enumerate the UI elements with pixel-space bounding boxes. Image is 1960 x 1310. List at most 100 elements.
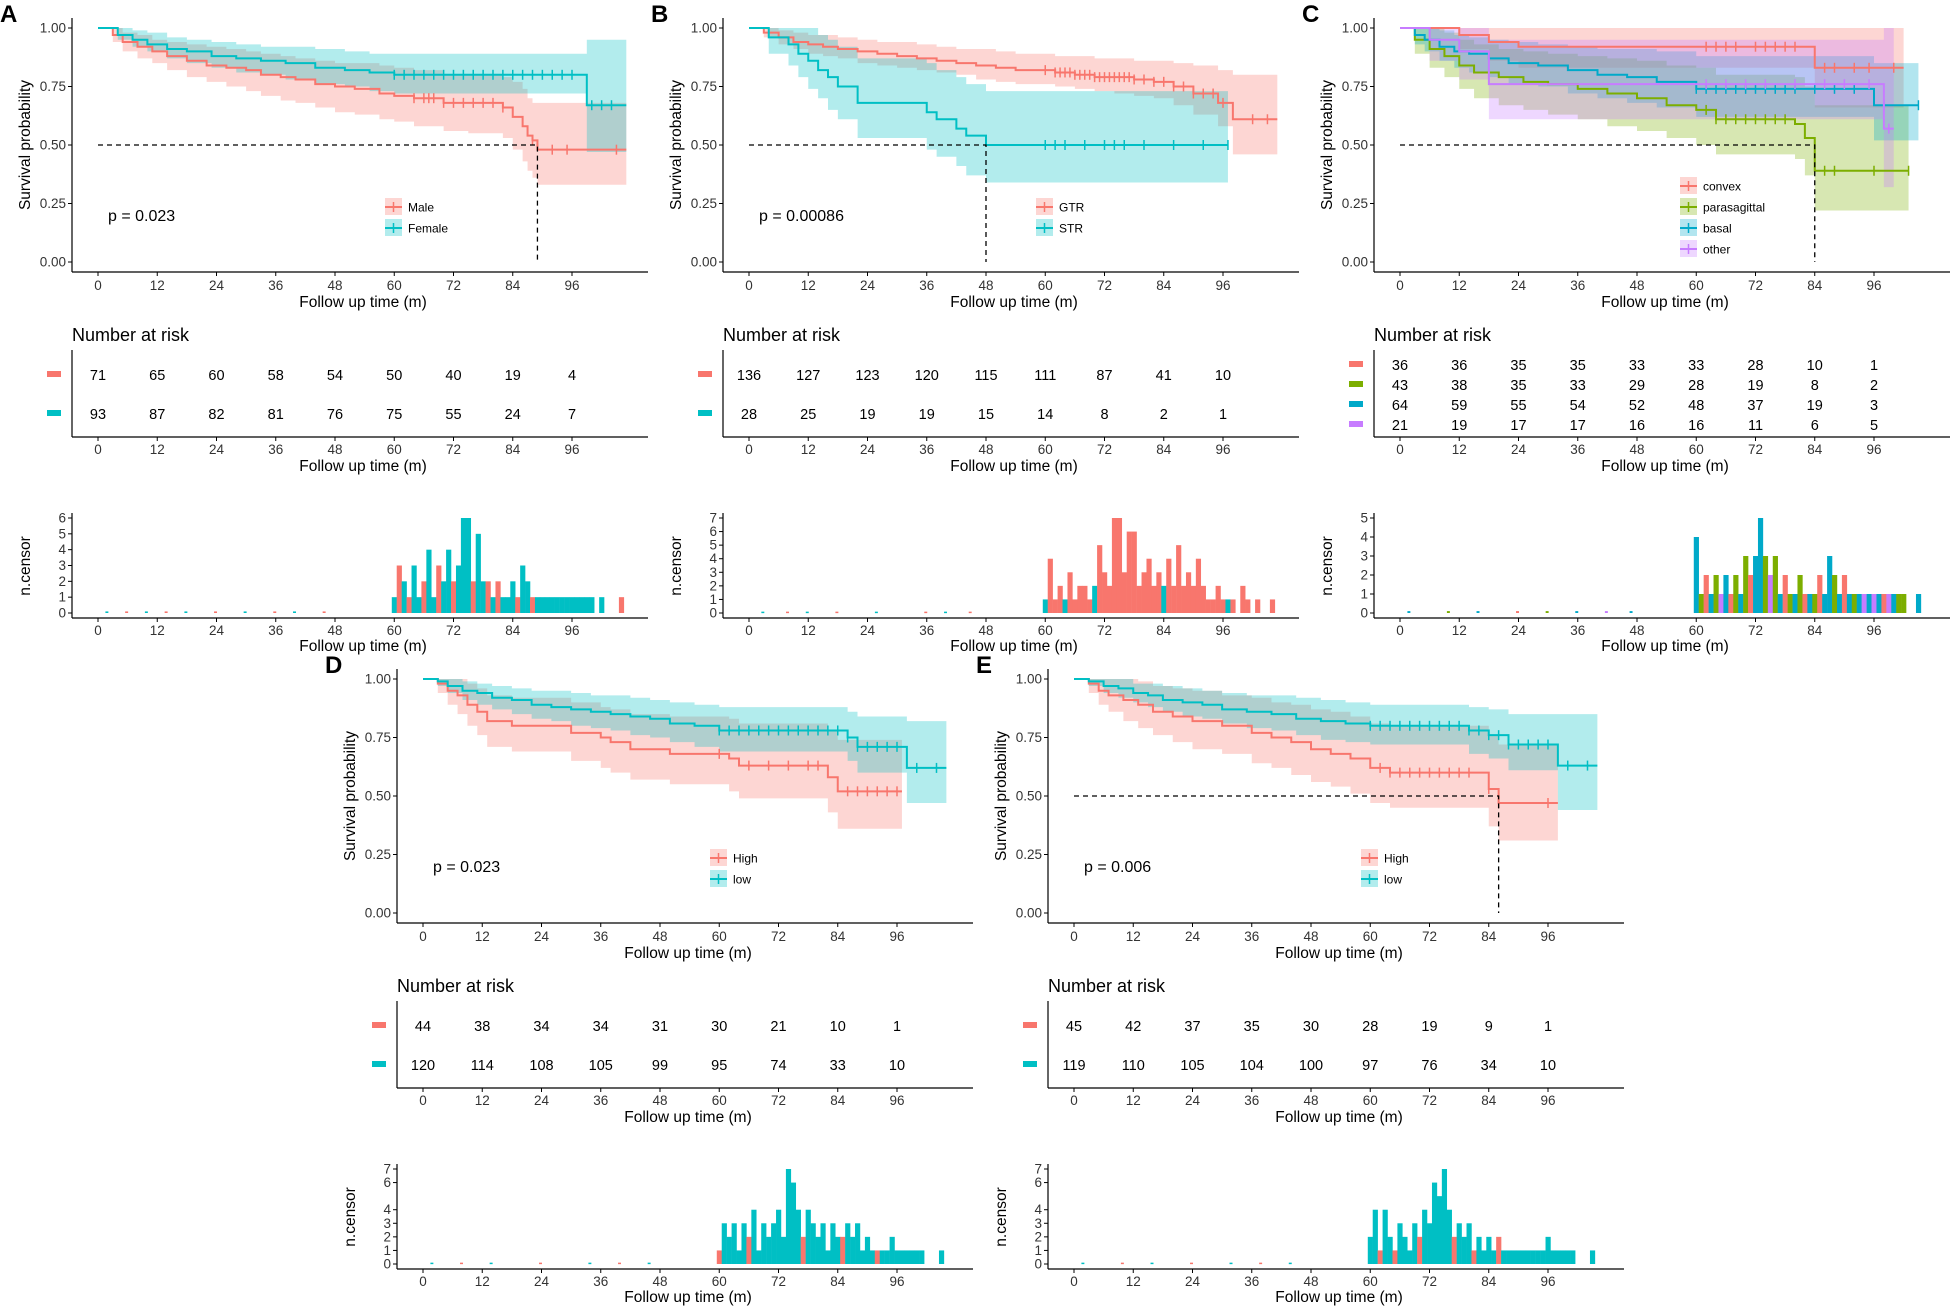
risk-x-tick-label: 48 (1629, 442, 1644, 457)
risk-row-key (372, 1022, 386, 1028)
censor-y-tick-label: 5 (58, 526, 66, 541)
censor-bar (559, 597, 565, 613)
censor-bar (1530, 1250, 1536, 1264)
censor-bar (1067, 572, 1073, 613)
risk-count: 8 (1811, 378, 1819, 394)
censor-bar (1516, 611, 1519, 613)
p-value: p = 0.00086 (759, 208, 844, 225)
censor-bar (924, 611, 928, 614)
y-tick-label: 1.00 (1342, 21, 1368, 36)
censor-bar (505, 597, 511, 613)
censor-bar (1723, 575, 1729, 613)
censor-bar (1240, 585, 1246, 613)
censor-bar (716, 1250, 722, 1264)
risk-row-key (698, 371, 712, 377)
censor-bar (1111, 518, 1118, 613)
censor-bar (909, 1250, 915, 1264)
censor-bar (1121, 572, 1127, 613)
risk-count: 17 (1510, 418, 1526, 434)
censor-bar (810, 1223, 816, 1264)
censor-y-tick-label: 7 (1034, 1162, 1042, 1177)
risk-x-tick-label: 12 (475, 1093, 490, 1108)
risk-count: 45 (1066, 1019, 1082, 1035)
risk-count: 44 (415, 1019, 431, 1035)
survival-plot: 0.00 0.25 0.50 0.75 1.00 0 12 24 36 48 60 72 84 96 Fol… (993, 669, 1624, 962)
censor-bar (1220, 599, 1226, 613)
censor-bar (1230, 599, 1236, 613)
x-tick-label: 72 (446, 278, 461, 293)
censor-bar (761, 1223, 767, 1264)
risk-count: 34 (533, 1019, 549, 1035)
censor-bar (1520, 1250, 1527, 1264)
risk-title: Number at risk (1374, 325, 1492, 345)
censor-bar (584, 597, 590, 613)
risk-row-key (47, 371, 61, 377)
risk-count: 16 (1629, 418, 1645, 434)
censor-bar (525, 581, 531, 613)
x-tick-label: 84 (505, 278, 521, 293)
risk-count: 34 (1481, 1058, 1497, 1074)
risk-x-tick-label: 0 (745, 442, 753, 457)
censor-bar (1836, 594, 1843, 613)
censor-bar (874, 1250, 880, 1264)
risk-x-tick-label: 60 (387, 442, 402, 457)
censor-bar (1604, 611, 1608, 613)
risk-count: 65 (149, 368, 165, 384)
censor-bar (574, 597, 580, 613)
censor-bar (869, 1250, 876, 1264)
censor-y-axis-title: n.censor (17, 536, 34, 595)
risk-count: 29 (1629, 378, 1645, 394)
x-axis-title: Follow up time (m) (299, 294, 426, 311)
censor-bar (1205, 599, 1211, 613)
censor-y-tick-label: 6 (709, 524, 717, 539)
censor-bar (1881, 594, 1887, 613)
risk-count: 19 (859, 407, 875, 423)
x-tick-label: 36 (1570, 278, 1585, 293)
censor-bar (1422, 1209, 1428, 1264)
y-tick-label: 0.50 (365, 789, 391, 804)
censor-bar (899, 1250, 905, 1264)
risk-count: 1 (893, 1019, 901, 1035)
censor-bar (874, 611, 878, 614)
censor-bar (534, 597, 541, 613)
censor-bar (825, 1250, 831, 1264)
ci-band-str (749, 28, 1228, 183)
censor-x-tick-label: 84 (1481, 1274, 1497, 1289)
legend-label: low (1384, 873, 1402, 887)
risk-title: Number at risk (72, 325, 190, 345)
censor-bar (1382, 1209, 1388, 1264)
censor-bar (490, 597, 496, 613)
risk-x-tick-label: 24 (534, 1093, 550, 1108)
censor-bar (1876, 594, 1882, 613)
risk-row-key (1349, 381, 1363, 387)
censor-bar (1851, 594, 1857, 613)
censor-bar (1166, 558, 1172, 613)
censor-bar (1496, 1236, 1502, 1264)
panel-letter: A (0, 1, 17, 28)
censor-bar (164, 611, 168, 613)
censor-bar (835, 611, 839, 614)
y-tick-label: 0.75 (40, 79, 66, 94)
censor-x-tick-label: 24 (209, 623, 225, 638)
risk-count: 99 (652, 1058, 668, 1074)
censor-bar (805, 611, 809, 614)
risk-x-tick-label: 36 (593, 1093, 608, 1108)
censor-bar (569, 597, 575, 613)
panel-letter: D (325, 652, 342, 679)
risk-count: 38 (1451, 378, 1467, 394)
censor-bar (1190, 1262, 1193, 1265)
censor-bar (401, 581, 407, 613)
censor-y-tick-label: 6 (1034, 1175, 1042, 1190)
risk-count: 19 (1421, 1019, 1437, 1035)
censor-bar (1082, 585, 1088, 613)
ci-band-high (423, 679, 902, 829)
km-curve-female (98, 27, 627, 107)
x-tick-label: 36 (1244, 929, 1259, 944)
risk-count: 123 (855, 368, 879, 384)
censor-bar (1436, 1196, 1443, 1264)
risk-x-tick-label: 84 (505, 442, 521, 457)
risk-count: 10 (1215, 368, 1231, 384)
censor-y-tick-label: 7 (709, 511, 717, 526)
